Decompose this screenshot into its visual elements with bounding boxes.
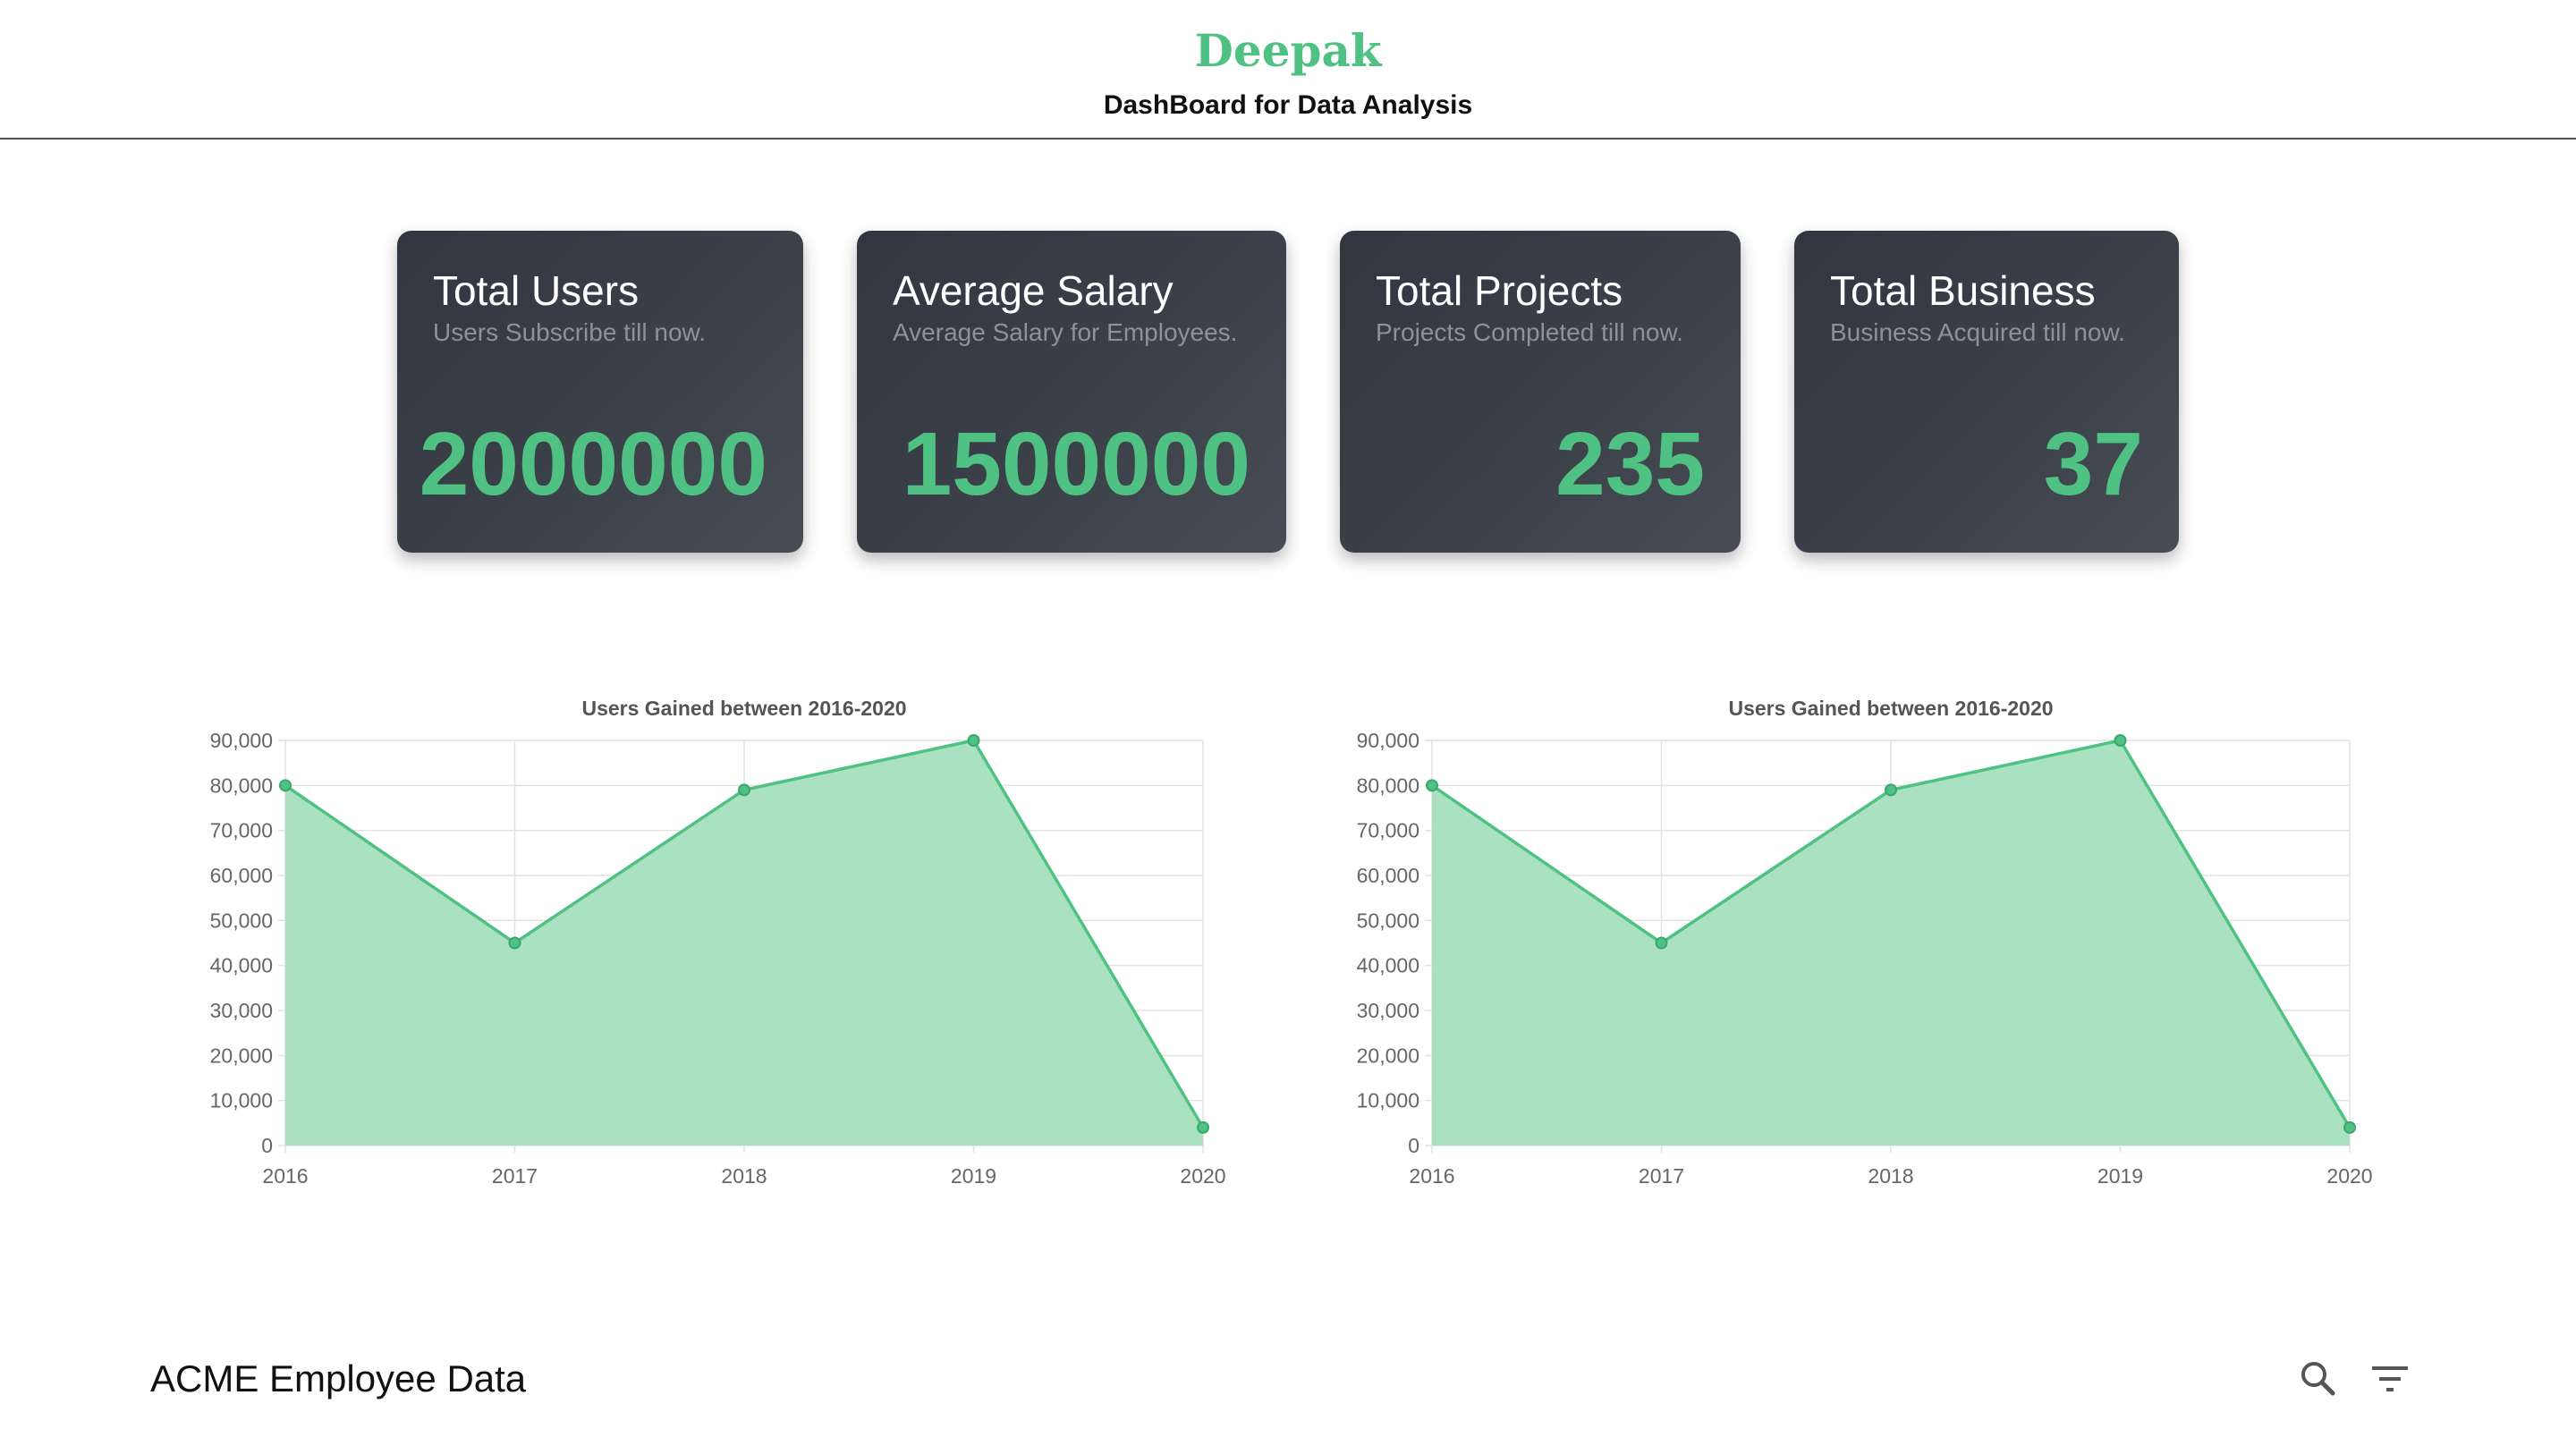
data-point[interactable]: [1426, 779, 1438, 792]
y-tick-label: 0: [261, 1134, 273, 1157]
series-area: [1432, 740, 2350, 1146]
card-title: Average Salary: [893, 267, 1174, 314]
table-title: ACME Employee Data: [150, 1357, 527, 1399]
x-tick-label: 2018: [1868, 1164, 1913, 1188]
header: Deepak DashBoard for Data Analysis: [0, 0, 2576, 140]
filter-icon-graphic: [2372, 1366, 2408, 1391]
x-tick-label: 2017: [492, 1164, 538, 1188]
y-tick-label: 80,000: [210, 774, 273, 797]
x-tick-label: 2017: [1639, 1164, 1684, 1188]
data-point[interactable]: [967, 734, 980, 747]
y-tick-label: 90,000: [1357, 729, 1419, 752]
chart-svg: Users Gained between 2016-2020 0 10,000 20,…: [1357, 697, 2373, 1188]
x-tick-label: 2019: [951, 1164, 996, 1188]
x-tick-label: 2019: [2097, 1164, 2143, 1188]
card-value: 235: [1555, 414, 1705, 514]
card-subtitle: Projects Completed till now.: [1376, 318, 1683, 346]
card-title: Total Users: [433, 267, 640, 314]
search-icon-graphic: [2301, 1362, 2335, 1396]
search-icon[interactable]: [2297, 1357, 2340, 1400]
users-gained-chart-right: Users Gained between 2016-2020 0 10,000 20,…: [1326, 680, 2435, 1198]
y-tick-label: 70,000: [1357, 819, 1419, 842]
y-tick-label: 20,000: [1357, 1044, 1419, 1067]
data-point[interactable]: [2343, 1120, 2356, 1134]
y-tick-label: 10,000: [210, 1089, 273, 1112]
card-value: 37: [2043, 414, 2143, 514]
card-subtitle: Business Acquired till now.: [1830, 318, 2125, 346]
y-tick-label: 0: [1408, 1134, 1419, 1157]
chart-title: Users Gained between 2016-2020: [581, 697, 906, 720]
chart-svg: Users Gained between 2016-2020 0 10,000 20,…: [210, 697, 1226, 1188]
card-total-users: Total Users Users Subscribe till now. 20…: [397, 231, 803, 553]
y-tick-label: 10,000: [1357, 1089, 1419, 1112]
filter-icon[interactable]: [2368, 1357, 2411, 1400]
data-point[interactable]: [1885, 783, 1897, 797]
series-area: [285, 740, 1203, 1146]
y-tick-label: 60,000: [210, 864, 273, 887]
data-point[interactable]: [1655, 936, 1668, 950]
y-tick-label: 90,000: [210, 729, 273, 752]
card-value: 2000000: [419, 414, 767, 514]
data-point[interactable]: [279, 779, 292, 792]
card-total-projects: Total Projects Projects Completed till n…: [1340, 231, 1741, 553]
y-tick-label: 30,000: [210, 999, 273, 1022]
y-tick-label: 40,000: [210, 954, 273, 977]
data-point[interactable]: [1197, 1120, 1209, 1134]
y-tick-label: 20,000: [210, 1044, 273, 1067]
x-tick-label: 2020: [1180, 1164, 1225, 1188]
card-value: 1500000: [902, 414, 1250, 514]
data-point[interactable]: [738, 783, 750, 797]
page-subtitle: DashBoard for Data Analysis: [1103, 90, 1473, 120]
y-tick-label: 30,000: [1357, 999, 1419, 1022]
y-tick-label: 70,000: [210, 819, 273, 842]
y-tick-label: 60,000: [1357, 864, 1419, 887]
y-tick-label: 40,000: [1357, 954, 1419, 977]
x-tick-label: 2016: [1409, 1164, 1454, 1188]
x-tick-label: 2016: [262, 1164, 308, 1188]
y-tick-label: 80,000: [1357, 774, 1419, 797]
data-point[interactable]: [508, 936, 521, 950]
y-tick-label: 50,000: [1357, 909, 1419, 932]
card-title: Total Business: [1830, 267, 2096, 314]
brand-title: Deepak: [1194, 24, 1382, 77]
card-average-salary: Average Salary Average Salary for Employ…: [857, 231, 1286, 553]
x-tick-label: 2018: [721, 1164, 767, 1188]
x-tick-label: 2020: [2326, 1164, 2372, 1188]
users-gained-chart-left: Users Gained between 2016-2020 0 10,000 20,…: [179, 680, 1288, 1198]
data-point[interactable]: [2114, 734, 2127, 747]
chart-title: Users Gained between 2016-2020: [1728, 697, 2053, 720]
card-total-business: Total Business Business Acquired till no…: [1794, 231, 2179, 553]
y-tick-label: 50,000: [210, 909, 273, 932]
card-title: Total Projects: [1376, 267, 1623, 314]
card-subtitle: Users Subscribe till now.: [433, 318, 707, 346]
card-subtitle: Average Salary for Employees.: [893, 318, 1238, 346]
